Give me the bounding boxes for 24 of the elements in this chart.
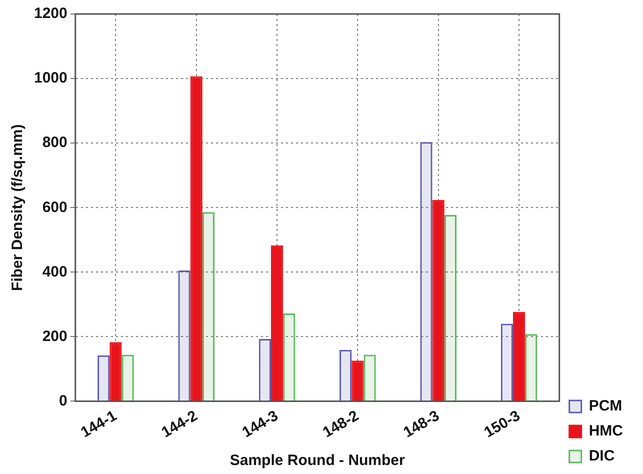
y-tick-label: 1200 (34, 5, 68, 22)
legend-label: HMC (588, 422, 624, 440)
bar (283, 313, 296, 401)
bar (525, 334, 538, 401)
y-tick-label: 0 (59, 392, 68, 410)
y-tick-label: 200 (42, 328, 68, 345)
y-tick-label: 400 (42, 263, 68, 280)
bar (178, 270, 190, 401)
bar (202, 212, 215, 401)
y-tick-label: 1000 (34, 70, 68, 87)
legend-label: DIC (588, 448, 615, 465)
bar (340, 350, 352, 401)
legend-label: PCM (588, 398, 622, 415)
bar (420, 142, 432, 401)
bar (258, 338, 271, 401)
bar (98, 355, 110, 401)
bar (364, 354, 376, 401)
y-axis-title: Fiber Density (f/sq.mm) (9, 124, 26, 291)
y-tick-label: 800 (42, 134, 68, 152)
bar (500, 324, 513, 401)
bar (444, 215, 456, 401)
y-tick-label: 600 (42, 198, 68, 216)
x-axis-title: Sample Round - Number (230, 452, 406, 470)
bar (122, 354, 134, 401)
